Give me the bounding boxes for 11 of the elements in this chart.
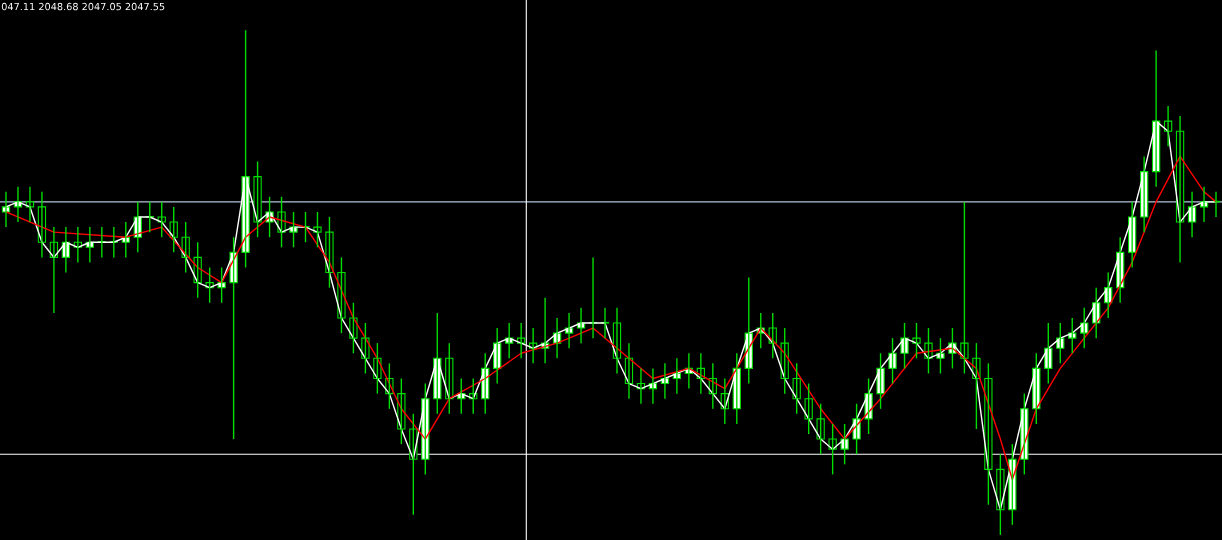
candlestick [816, 403, 825, 455]
candlestick [169, 206, 178, 254]
candlestick [1056, 322, 1065, 365]
candlestick [313, 211, 322, 248]
candlestick [157, 201, 166, 238]
candlestick [253, 160, 262, 238]
text: 047.11 2048.68 2047.05 2047.55 [1, 2, 165, 11]
candlestick [804, 382, 813, 435]
candlestick [900, 322, 909, 370]
candlestick [912, 322, 921, 360]
candlestick [828, 423, 837, 476]
